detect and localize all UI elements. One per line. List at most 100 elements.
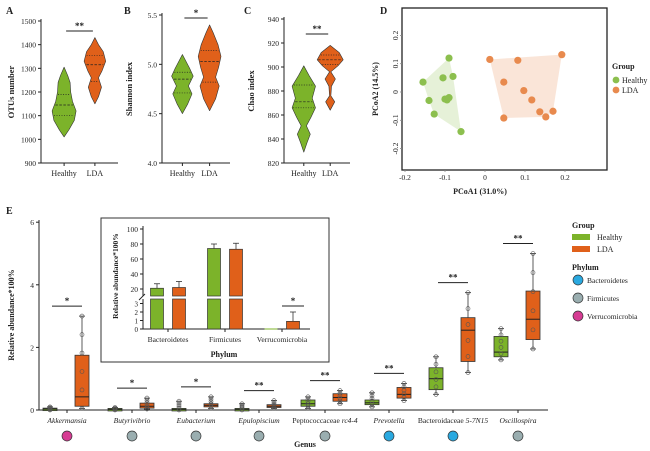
sample-point [305,399,311,404]
sample-point [271,403,277,408]
panel-label-a: A [6,6,14,17]
point-lda [558,51,566,59]
sample-point [144,404,150,410]
significance-label: * [130,378,135,388]
sample-point [433,362,439,367]
x-tick-label: Healthy [170,169,195,178]
sample-point [337,390,343,396]
sample-point [465,306,471,311]
legend-label-bacteroidetes: Bacteroidetes [587,276,628,285]
legend-swatch-lda [572,246,590,252]
sample-point [176,398,182,404]
phylum-marker-firmicutes [319,430,331,442]
y-axis-label: Relative abundance*100% [7,269,16,360]
sample-point [401,387,407,393]
x-tick-label: Bacteroidetes [148,335,189,344]
legend-label-firmicutes: Firmicutes [587,294,619,303]
y-tick-label: 80 [131,240,139,249]
point-healthy [457,128,465,136]
sample-point [465,354,471,359]
sample-point [465,322,471,327]
sample-point [465,338,471,343]
sample-point [305,396,311,402]
x-tick-label: 0.2 [560,173,570,182]
box-lda [74,354,90,407]
plot-frame [401,7,608,171]
violin-lda [197,24,222,112]
y-tick-label: 3 [135,301,139,309]
y-axis-label: Shannon index [124,61,134,116]
sample-point [433,384,439,390]
sample-point [47,404,53,410]
sample-point [144,397,150,403]
phylum-marker-bacteroidetes [383,430,395,442]
point-healthy [430,110,438,118]
genus-label-family: Peptococcaceae [292,416,341,425]
phylum-marker-firmicutes [126,430,138,442]
y-tick-label: 840 [268,135,280,144]
sample-point [498,326,504,331]
sample-point [79,313,85,319]
legend-label-verrucomicrobia: Verrucomicrobia [587,312,638,321]
point-lda [500,78,508,86]
y-tick-label: 1500 [21,17,36,26]
x-tick-label: 0.1 [520,173,530,182]
sample-point [79,332,85,337]
y-tick-label: 5.0 [148,60,158,69]
significance-label: * [291,296,296,306]
y-axis-label: OTUs number [6,65,16,118]
sample-point [369,398,375,404]
sample-point [401,394,407,400]
y-tick-label: 820 [268,159,280,168]
y-tick-label: 2 [135,309,139,317]
y-tick-label: 900 [25,159,37,168]
phylum-marker-firmicutes [512,430,524,442]
y-tick-label: 1 [135,318,139,326]
point-lda [542,113,550,121]
y-tick-label: 900 [268,63,280,72]
y-tick-label: 60 [131,255,139,264]
bar-lda-upper [229,248,243,297]
y-tick-label: 4.5 [148,110,158,119]
genus-label: Butyrivibrio [114,416,151,425]
panel-b: 4.0 4.5 5.0 5.5 Shannon index Healthy LDA * [124,8,230,178]
y-tick-label: 0.1 [391,59,400,69]
sample-point [208,399,214,404]
sample-point [176,404,182,409]
y-tick-label: 40 [131,270,139,279]
sample-point [433,377,439,382]
genus-label-taxon: 5-7N15 [466,416,489,425]
sample-point [530,346,536,352]
y-tick-label: 920 [268,39,280,48]
point-healthy [445,94,453,102]
point-lda [486,55,494,64]
x-tick-label: Firmicutes [209,335,241,344]
sample-point [112,405,118,410]
legend-marker-verrucomicrobia [572,310,584,322]
sample-point [305,403,311,409]
sample-point [433,369,439,375]
panel-d: -0.2 -0.1 0 0.1 0.2 -0.2 -0.1 0 0.1 0.2 PCoA1 (31.… [371,7,647,196]
legend-marker-lda [612,86,620,94]
panel-label-e: E [6,206,13,217]
sample-point [337,393,343,399]
sample-point [144,400,150,405]
point-healthy [425,96,433,105]
x-axis-label: Phylum [211,350,238,359]
genus-label: Oscillospira [499,416,536,425]
legend-label-lda: LDA [597,245,614,254]
sample-point [305,401,311,407]
panel-a: 900 1000 1100 1200 1300 1400 1500 OTUs number He… [6,17,118,178]
bar-lda [286,321,300,330]
y-axis-label: Chao index [246,70,256,112]
genus-label-family: Bacteroidaceae [418,416,466,425]
x-tick-label: 0 [483,173,487,182]
sample-point [401,391,407,397]
genus-label: Akkermansia [46,416,86,425]
sample-point [271,401,277,407]
sample-point [79,406,85,411]
legend-label-lda: LDA [622,86,639,95]
sample-point [369,393,375,398]
y-tick-label: 0.2 [391,30,400,40]
y-tick-label: 1100 [21,112,36,121]
